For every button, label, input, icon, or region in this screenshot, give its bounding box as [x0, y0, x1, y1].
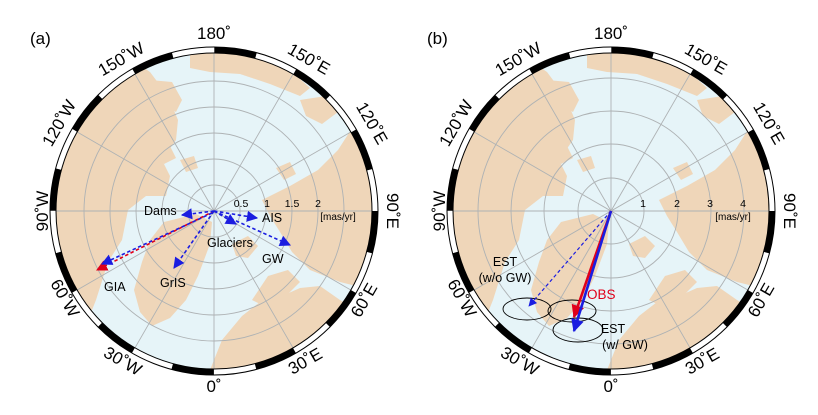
vector-labels-b: EST (w/o GW) OBS EST (w/ GW) — [479, 255, 648, 352]
ellipse-est-wo-gw — [502, 297, 552, 321]
label-gia: GIA — [104, 280, 126, 294]
vector-labels-a: Dams AIS Glaciers GW GrIS GIA — [104, 204, 284, 294]
ring-label: 1.5 — [285, 198, 300, 210]
unit-label: [mas/yr] — [715, 212, 751, 223]
label-ais: AIS — [262, 211, 282, 225]
vector-est-wo-gw — [528, 210, 612, 307]
vector-glaciers — [213, 210, 237, 225]
vector-est-w-gw — [571, 210, 613, 333]
ring-label: 2 — [315, 198, 321, 210]
ring-label: 4 — [740, 198, 746, 210]
vector-ais — [213, 210, 259, 222]
lon-label: 90˚E — [383, 193, 402, 229]
lon-label: 180˚ — [197, 24, 231, 43]
vector-gia-blue — [100, 212, 213, 265]
label-est-wo-gw-2: (w/o GW) — [479, 271, 532, 285]
lon-label: 0˚ — [603, 377, 618, 396]
ring-labels-b: 1 2 3 4 [mas/yr] — [640, 198, 751, 223]
panel-b: (b) — [427, 24, 799, 396]
lon-label: 180˚ — [594, 24, 628, 43]
ring-label: 0.5 — [234, 198, 249, 210]
label-gw: GW — [262, 252, 284, 266]
panel-a-label: (a) — [30, 29, 51, 48]
label-est-w-gw-2: (w/ GW) — [602, 338, 648, 352]
lon-label: 90˚W — [33, 191, 52, 232]
ring-label: 1 — [264, 198, 270, 210]
label-est-w-gw-1: EST — [601, 322, 626, 336]
vectors-b — [528, 210, 613, 333]
label-gris: GrIS — [160, 276, 186, 290]
label-obs: OBS — [587, 287, 616, 302]
vector-dams — [180, 208, 215, 220]
label-est-wo-gw-1: EST — [493, 255, 518, 269]
ring-label: 1 — [640, 198, 646, 210]
lon-label: 0˚ — [206, 377, 221, 396]
vector-gia — [95, 210, 215, 271]
panel-a: (a) — [30, 24, 402, 396]
ring-labels-a: 0.5 1 1.5 2 [mas/yr] — [234, 198, 356, 223]
lon-label: 90˚E — [780, 193, 799, 229]
frame-b — [446, 46, 776, 376]
panel-b-label: (b) — [427, 29, 448, 48]
label-dams: Dams — [144, 204, 177, 218]
unit-label: [mas/yr] — [320, 212, 356, 223]
label-glaciers: Glaciers — [207, 236, 253, 250]
vectors-a — [95, 208, 292, 271]
frame-a — [49, 46, 379, 376]
lon-label: 90˚W — [430, 191, 449, 232]
ring-label: 2 — [674, 198, 680, 210]
ring-label: 3 — [707, 198, 713, 210]
